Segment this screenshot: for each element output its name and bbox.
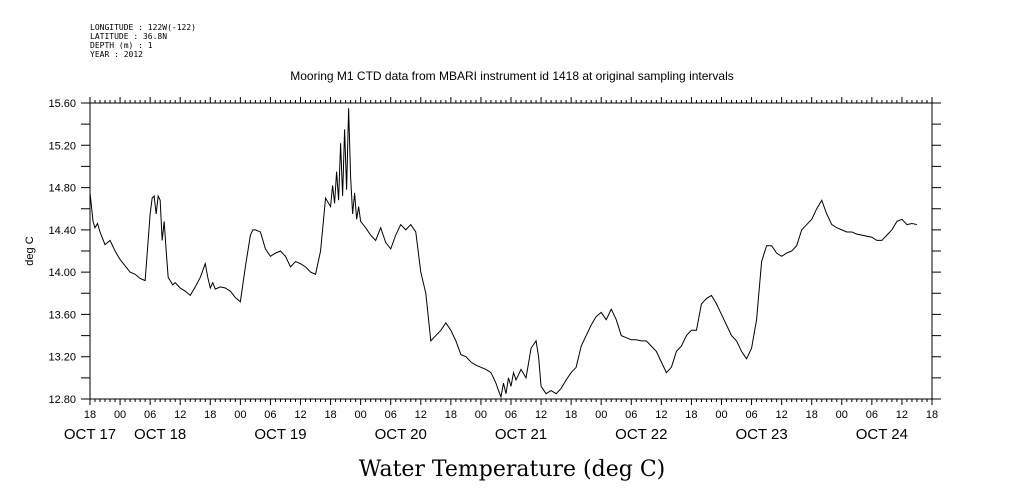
x-tick-label: 18: [565, 409, 577, 421]
series-layer: [89, 108, 918, 399]
x-tick-label: 06: [264, 409, 276, 421]
y-tick-label: 13.20: [48, 352, 76, 364]
y-tick-label: 15.60: [48, 98, 76, 110]
y-tick-label: 14.40: [48, 225, 76, 237]
y-tick-label: 13.60: [48, 309, 76, 321]
day-label: OCT 19: [254, 426, 306, 443]
x-tick-label: 06: [745, 409, 757, 421]
x-tick-label: 00: [114, 409, 126, 421]
x-tick-label: 06: [625, 409, 637, 421]
day-labels: OCT 17 OCT 18 OCT 19 OCT 20 OCT 21 OCT 22 OCT …: [64, 426, 908, 443]
day-label: OCT 20: [375, 426, 427, 443]
plot-frame: [89, 102, 933, 400]
y-tick-labels: 15.60 15.20 14.80 14.40 14.00 13.60 13.20 12.80: [48, 98, 76, 406]
day-label: OCT 21: [495, 426, 547, 443]
y-tick-label: 14.80: [48, 183, 76, 195]
y-tick-label: 14.00: [48, 267, 76, 279]
chart-title: Mooring M1 CTD data from MBARI instrumen…: [290, 69, 734, 83]
x-tick-label: 12: [776, 409, 788, 421]
x-tick-label: 06: [866, 409, 878, 421]
tick-marks: [81, 97, 941, 405]
meta-longitude: LONGITUDE : 122W(-122): [90, 23, 196, 32]
x-tick-label: 12: [174, 409, 186, 421]
axes: [89, 102, 933, 400]
tick-path: [81, 97, 941, 405]
x-tick-label: 06: [144, 409, 156, 421]
x-tick-label: 18: [204, 409, 216, 421]
day-label: OCT 22: [615, 426, 667, 443]
series-line: [89, 108, 918, 399]
day-label: OCT 23: [735, 426, 787, 443]
x-tick-label: 18: [324, 409, 336, 421]
x-tick-label: 00: [595, 409, 607, 421]
x-tick-label: 12: [294, 409, 306, 421]
x-tick-label: 18: [685, 409, 697, 421]
x-tick-label: 00: [355, 409, 367, 421]
header-meta: LONGITUDE : 122W(-122) LATITUDE : 36.8N …: [90, 23, 196, 59]
x-tick-label: 12: [415, 409, 427, 421]
y-tick-label: 15.20: [48, 140, 76, 152]
x-tick-label: 18: [926, 409, 938, 421]
y-tick-label: 12.80: [48, 394, 76, 406]
meta-depth: DEPTH (m) : 1: [90, 41, 153, 50]
y-axis-label: deg C: [24, 236, 36, 265]
x-tick-label: 12: [655, 409, 667, 421]
x-tick-label: 18: [84, 409, 96, 421]
x-tick-labels: 18 00 06 12 18 00 06 12 18 00 06 12 18 00 06 12 18 00 06 12…: [84, 409, 938, 421]
meta-latitude: LATITUDE : 36.8N: [90, 32, 167, 41]
x-tick-label: 00: [836, 409, 848, 421]
x-axis-label: Water Temperature (deg C): [359, 457, 666, 482]
day-label: OCT 17: [64, 426, 116, 443]
day-label: OCT 24: [856, 426, 908, 443]
x-tick-label: 00: [234, 409, 246, 421]
x-tick-label: 18: [445, 409, 457, 421]
x-tick-label: 00: [475, 409, 487, 421]
day-label: OCT 18: [134, 426, 186, 443]
x-tick-label: 06: [505, 409, 517, 421]
x-tick-label: 12: [896, 409, 908, 421]
x-tick-label: 00: [715, 409, 727, 421]
x-tick-label: 12: [535, 409, 547, 421]
meta-year: YEAR : 2012: [90, 50, 143, 59]
x-tick-label: 18: [806, 409, 818, 421]
x-tick-label: 06: [385, 409, 397, 421]
